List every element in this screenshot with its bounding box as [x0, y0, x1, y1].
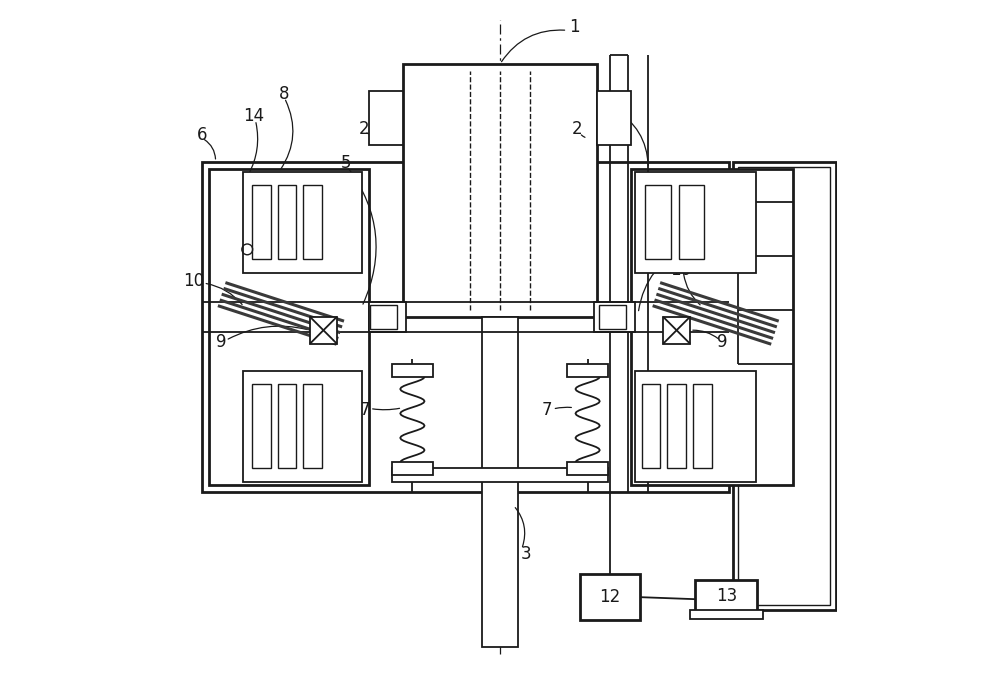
Text: 8: 8 [279, 86, 290, 103]
Bar [695, 580, 757, 612]
Bar [310, 317, 337, 344]
Text: 10: 10 [183, 272, 205, 290]
Bar [392, 468, 608, 482]
Text: 3: 3 [520, 545, 531, 563]
Text: 14: 14 [243, 107, 265, 125]
Text: 7: 7 [360, 401, 370, 419]
Bar [663, 317, 690, 344]
Bar [635, 371, 756, 482]
Bar [667, 384, 686, 468]
Bar [392, 364, 433, 377]
Text: 10: 10 [670, 261, 691, 278]
Bar [243, 172, 362, 273]
Bar [599, 305, 626, 328]
Text: 5: 5 [341, 154, 352, 172]
Bar [635, 172, 756, 273]
Bar [278, 384, 296, 468]
Bar [278, 185, 296, 259]
Bar [202, 162, 729, 492]
Text: 9: 9 [216, 334, 227, 351]
Text: 13: 13 [716, 587, 737, 605]
Bar [679, 185, 704, 259]
Bar [567, 364, 608, 377]
Text: 2: 2 [572, 121, 583, 138]
Bar [243, 371, 362, 482]
Bar [252, 185, 271, 259]
Bar [690, 610, 763, 619]
Text: 6: 6 [197, 126, 207, 144]
Bar [594, 301, 635, 332]
Bar [482, 317, 518, 647]
Bar [403, 64, 597, 317]
Bar [738, 167, 830, 605]
Text: 1: 1 [569, 18, 579, 36]
Bar [303, 384, 322, 468]
Bar [252, 384, 271, 468]
Bar [369, 301, 406, 332]
Bar [642, 384, 660, 468]
Text: 7: 7 [542, 401, 552, 419]
Text: 4: 4 [609, 96, 620, 113]
Bar [580, 574, 640, 620]
Text: 12: 12 [599, 588, 620, 606]
Text: 6: 6 [258, 431, 268, 448]
Bar [645, 185, 671, 259]
Bar [733, 162, 836, 610]
Bar [693, 384, 712, 468]
Text: 5: 5 [690, 235, 701, 253]
Bar [303, 185, 322, 259]
Bar [567, 462, 608, 475]
Bar [369, 91, 403, 145]
Bar [631, 168, 793, 485]
Text: 9: 9 [717, 334, 728, 351]
Text: 2: 2 [359, 121, 369, 138]
Bar [597, 91, 631, 145]
Bar [370, 305, 397, 328]
Bar [209, 168, 369, 485]
Bar [392, 462, 433, 475]
